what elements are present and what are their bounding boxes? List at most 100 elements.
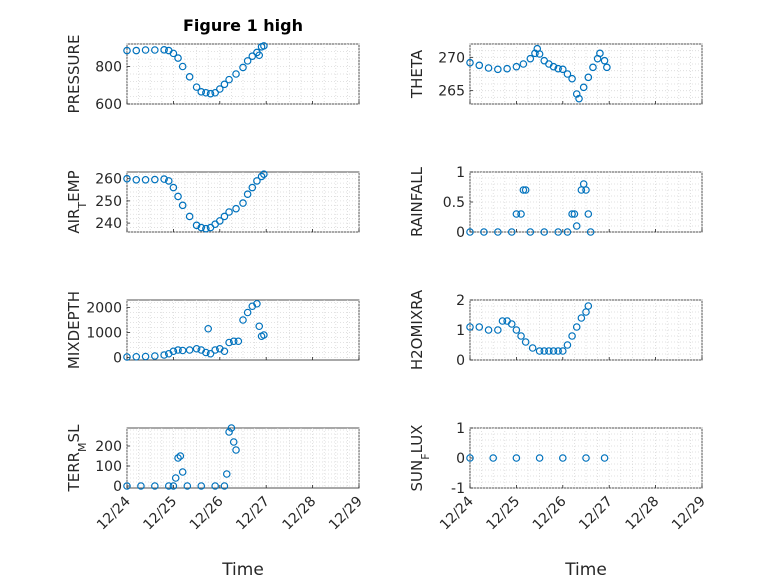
data-point bbox=[132, 175, 141, 184]
data-point bbox=[185, 346, 194, 354]
data-point bbox=[229, 438, 238, 446]
panel-air_temp: 240 250 260 AIRTEMP bbox=[65, 170, 360, 234]
data-point bbox=[220, 80, 229, 89]
data-point bbox=[232, 70, 240, 78]
data-point bbox=[171, 474, 180, 482]
data-point bbox=[475, 323, 484, 331]
y-axis-label: PRESSURE bbox=[65, 35, 83, 114]
data-point bbox=[466, 323, 474, 331]
y-tick-label: 2000 bbox=[86, 301, 122, 317]
y-axis-label: THETA bbox=[408, 49, 426, 99]
x-axis-label-left: Time bbox=[221, 560, 264, 580]
data-point bbox=[519, 186, 528, 194]
data-point bbox=[160, 175, 168, 183]
y-tick-label: 0 bbox=[113, 351, 122, 367]
data-point bbox=[577, 314, 586, 322]
data-point bbox=[255, 51, 264, 60]
data-point bbox=[169, 49, 178, 58]
data-point bbox=[554, 228, 562, 236]
data-point bbox=[132, 352, 141, 361]
data-point bbox=[603, 63, 611, 72]
data-point bbox=[211, 482, 219, 490]
y-axis-label: AIRTEMP bbox=[65, 170, 89, 233]
data-point bbox=[178, 62, 187, 71]
data-point bbox=[512, 62, 521, 71]
data-point bbox=[512, 210, 521, 218]
data-point bbox=[243, 57, 252, 65]
data-point bbox=[202, 348, 210, 357]
data-point bbox=[517, 210, 525, 218]
data-point bbox=[582, 186, 590, 194]
data-point bbox=[197, 88, 206, 96]
y-axis-label: TERRMSL bbox=[65, 424, 89, 493]
data-point bbox=[554, 64, 562, 73]
data-point bbox=[206, 89, 215, 98]
data-point bbox=[582, 454, 590, 462]
x-tick-label: 12/24 bbox=[437, 493, 477, 533]
data-point bbox=[248, 183, 257, 192]
y-tick-label: 1 bbox=[456, 165, 465, 181]
data-point bbox=[151, 482, 159, 490]
data-point bbox=[535, 347, 544, 355]
data-point bbox=[575, 94, 583, 103]
data-point bbox=[222, 470, 231, 478]
data-point bbox=[489, 454, 498, 462]
data-point bbox=[507, 228, 516, 236]
x-tick-label: 12/26 bbox=[187, 493, 227, 533]
data-point bbox=[239, 199, 247, 207]
data-point bbox=[141, 175, 150, 184]
data-point bbox=[123, 353, 131, 361]
y-tick-label: 240 bbox=[95, 216, 122, 232]
data-point bbox=[243, 190, 252, 199]
data-point bbox=[220, 482, 229, 490]
data-point bbox=[484, 64, 493, 72]
data-point bbox=[480, 228, 488, 236]
panel-pressure: 600 800 PRESSURE bbox=[65, 35, 360, 114]
data-point bbox=[512, 326, 521, 334]
data-point bbox=[526, 228, 535, 236]
data-point bbox=[216, 85, 224, 93]
data-point bbox=[568, 332, 576, 340]
y-tick-label: 0 bbox=[456, 451, 465, 467]
data-point bbox=[232, 446, 240, 454]
y-axis-label: RAINFALL bbox=[408, 166, 426, 237]
data-point bbox=[517, 332, 525, 340]
data-point bbox=[586, 228, 595, 236]
data-point bbox=[160, 351, 168, 359]
data-point bbox=[176, 452, 185, 460]
data-point bbox=[220, 347, 229, 356]
data-point bbox=[584, 210, 593, 218]
panel-h2omixra: 0 1 2 H2OMIXRA bbox=[408, 289, 703, 370]
data-point bbox=[174, 54, 182, 62]
y-tick-label: 0 bbox=[456, 353, 465, 369]
data-point bbox=[239, 63, 247, 72]
data-point bbox=[204, 324, 213, 333]
data-point bbox=[227, 424, 236, 432]
figure-title: Figure 1 high bbox=[183, 16, 303, 35]
data-point bbox=[600, 454, 609, 462]
y-tick-label: 260 bbox=[95, 172, 122, 188]
data-point bbox=[535, 50, 544, 58]
x-tick-label: 12/24 bbox=[94, 493, 134, 533]
data-point bbox=[225, 208, 233, 216]
data-point bbox=[572, 222, 581, 230]
data-point bbox=[253, 177, 261, 185]
data-point bbox=[570, 210, 579, 218]
data-point bbox=[503, 64, 511, 73]
data-point bbox=[169, 183, 178, 192]
y-tick-label: 270 bbox=[438, 50, 465, 66]
data-point bbox=[600, 56, 609, 65]
x-axis-label-right: Time bbox=[564, 560, 607, 580]
data-point bbox=[572, 323, 581, 331]
data-point bbox=[545, 347, 553, 355]
panel-rainfall: 0 0.5 1 RAINFALL bbox=[408, 165, 703, 241]
data-point bbox=[584, 302, 593, 310]
panel-theta: 265 270 THETA bbox=[408, 43, 703, 105]
x-tick-label: 12/27 bbox=[233, 494, 273, 534]
data-point bbox=[540, 347, 549, 355]
data-point bbox=[211, 88, 219, 97]
y-tick-label: -1 bbox=[451, 481, 465, 497]
